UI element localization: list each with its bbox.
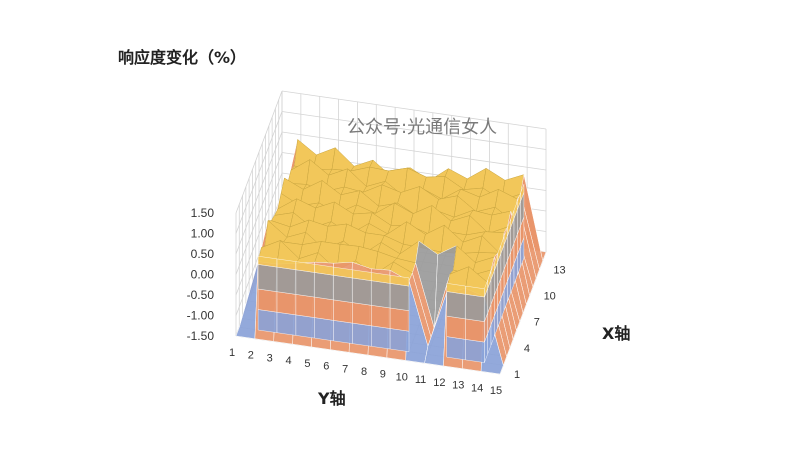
z-axis-title: 响应度变化（%）: [118, 48, 246, 67]
surface-wall-band: [520, 184, 525, 202]
grid-line: [235, 193, 283, 316]
grid-line: [235, 90, 283, 214]
y-tick-label: 14: [471, 382, 483, 394]
surface-wall-band: [333, 299, 353, 324]
y-tick-label: 4: [286, 355, 292, 367]
surface-wall-band: [446, 336, 466, 361]
y-tick-label: 2: [248, 350, 254, 362]
surface-wall-band: [371, 305, 391, 329]
y-axis-ticks: 1 2 3 4 5 6 7 8 9 10 11 12 13 14 15: [229, 347, 502, 397]
y-tick-label: 3: [267, 352, 273, 364]
surface-wall-band: [389, 328, 410, 352]
grid-line: [235, 111, 283, 234]
surface-wall-band: [333, 275, 353, 303]
surface-wall-band: [446, 315, 466, 340]
surface-wall-band: [257, 309, 278, 333]
y-tick-label: 7: [342, 363, 348, 375]
grid-line: [235, 131, 283, 255]
surface-wall-band: [295, 294, 315, 318]
y-tick-label: 12: [433, 377, 445, 389]
grid-line: [281, 111, 547, 150]
z-tick-label: -0.50: [187, 288, 215, 302]
surface-wall-band: [389, 307, 410, 332]
watermark-text: 公众号:光通信女人: [347, 117, 497, 138]
surface-wall-band: [257, 264, 278, 292]
surface-wall-band: [295, 314, 315, 339]
y-tick-label: 11: [415, 374, 426, 386]
surface-wall-band: [257, 288, 278, 313]
surface-wall-band: [333, 320, 353, 344]
x-tick-label: 7: [534, 317, 540, 329]
surface-wall-band: [295, 269, 315, 298]
y-tick-label: 15: [490, 385, 502, 397]
surface-facet: [463, 167, 487, 190]
surface-mesh: [235, 138, 547, 375]
x-tick-label: 4: [524, 343, 530, 355]
surface-wall-band: [371, 280, 391, 309]
surface-wall-band: [371, 325, 391, 350]
surface-wall-band: [314, 272, 334, 301]
y-tick-label: 13: [452, 380, 464, 392]
z-tick-label: 1.00: [191, 227, 215, 241]
x-tick-label: 10: [544, 291, 556, 303]
grid-line: [281, 131, 547, 171]
surface-wall-band: [276, 291, 297, 316]
x-axis-title: X轴: [602, 324, 630, 343]
surface-wall-band: [276, 266, 297, 295]
grid-line: [235, 172, 283, 296]
surface-wall-band: [314, 296, 334, 321]
z-tick-label: -1.00: [187, 309, 215, 323]
surface-wall-band: [352, 277, 372, 306]
z-axis-ticks: 1.50 1.00 0.50 0.00 -0.50 -1.00 -1.50: [187, 206, 215, 343]
y-tick-label: 10: [396, 371, 408, 383]
z-tick-label: 0.00: [191, 268, 215, 282]
y-tick-label: 6: [323, 361, 329, 373]
surface-wall-band: [389, 283, 410, 311]
surface-wall-band: [446, 291, 466, 320]
surface-facet: [331, 147, 355, 172]
surface-wall-band: [314, 317, 334, 342]
y-tick-label: 1: [229, 347, 235, 359]
grid-line: [281, 90, 547, 130]
surface-wall-band: [465, 294, 485, 322]
surface-wall-band: [465, 318, 485, 343]
x-tick-label: 13: [553, 264, 565, 276]
surface-wall-band: [352, 322, 372, 347]
y-axis-title: Y轴: [317, 389, 346, 408]
surface-wall-band: [352, 302, 372, 327]
y-tick-label: 5: [304, 358, 310, 370]
z-tick-label: 0.50: [191, 247, 215, 261]
x-tick-label: 1: [514, 369, 520, 381]
y-tick-label: 9: [380, 369, 386, 381]
surface-wall-band: [276, 311, 297, 336]
x-axis-ticks: 1 4 7 10 13: [514, 264, 566, 381]
y-tick-label: 8: [361, 366, 367, 378]
z-tick-label: 1.50: [191, 206, 215, 220]
grid-line: [235, 152, 283, 275]
surface-wall-band: [389, 274, 410, 287]
surface-wall-band: [465, 339, 485, 363]
z-tick-label: -1.50: [187, 329, 215, 343]
